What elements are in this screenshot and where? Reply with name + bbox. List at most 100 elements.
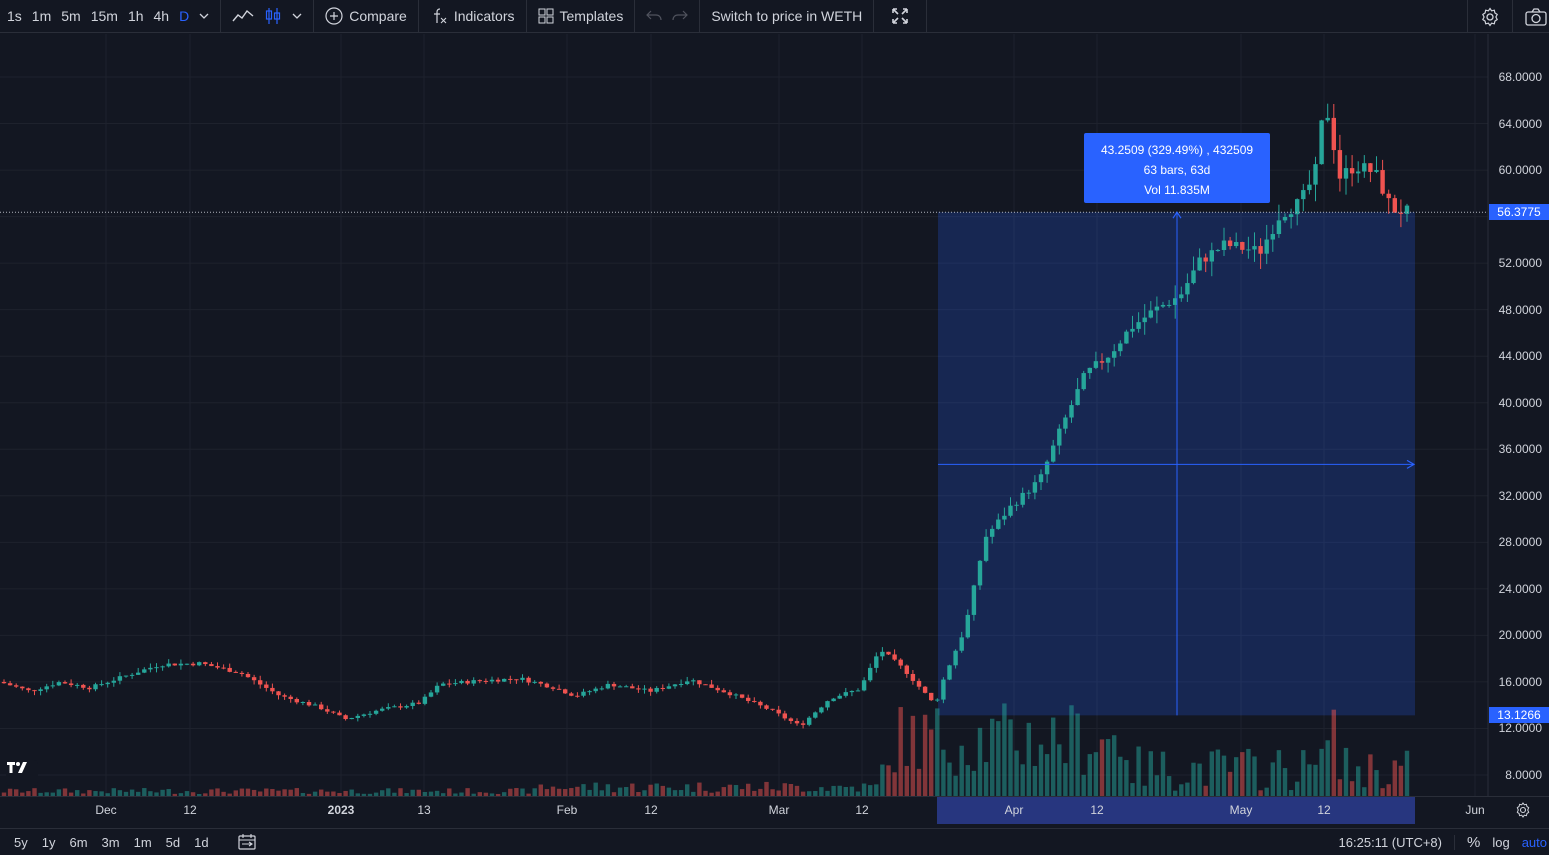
volume-bar — [117, 790, 123, 796]
range-6m[interactable]: 6m — [69, 834, 88, 850]
candle-body — [502, 678, 507, 682]
volume-bar — [721, 787, 726, 796]
candle-body — [197, 662, 202, 666]
interval-1m[interactable]: 1m — [31, 8, 52, 24]
range-1m[interactable]: 1m — [133, 834, 152, 850]
candle-body — [593, 688, 598, 692]
candle-body — [721, 690, 726, 693]
templates-button[interactable]: Templates — [533, 0, 629, 32]
candle-body — [624, 686, 629, 688]
volume-bar — [404, 793, 409, 796]
candle-body — [26, 688, 31, 691]
candle-body — [245, 673, 251, 678]
candle-body — [282, 695, 287, 697]
volume-bar — [294, 788, 299, 796]
volume-bar — [93, 791, 98, 796]
volume-bar — [1179, 784, 1184, 796]
volume-bar — [1099, 739, 1105, 796]
candle-body — [1087, 367, 1092, 374]
tradingview-logo[interactable] — [6, 760, 38, 786]
range-1d[interactable]: 1d — [194, 834, 209, 850]
percent-toggle[interactable]: % — [1466, 834, 1481, 851]
volume-bar — [660, 785, 665, 796]
chart-canvas[interactable] — [0, 34, 1549, 796]
settings-gear-icon[interactable] — [1467, 0, 1512, 33]
volume-bar — [837, 785, 842, 796]
candle-body — [544, 683, 550, 688]
interval-1s[interactable]: 1s — [7, 8, 22, 24]
volume-bar — [587, 789, 592, 796]
candle-body — [416, 702, 421, 704]
candle-body — [1392, 198, 1397, 213]
candle-body — [1404, 205, 1410, 214]
price-axis-tick: 36.0000 — [1498, 442, 1542, 457]
candle-body — [1270, 234, 1275, 240]
volume-bar — [1234, 757, 1239, 796]
camera-icon[interactable] — [1512, 0, 1549, 33]
volume-bar — [312, 791, 318, 796]
auto-toggle[interactable]: auto — [1521, 835, 1547, 850]
volume-bar — [386, 788, 391, 796]
volume-bar — [1380, 788, 1385, 796]
candle-body — [477, 680, 482, 682]
candle-body — [1380, 170, 1385, 194]
interval-5m[interactable]: 5m — [61, 8, 81, 24]
volume-bar — [410, 789, 415, 796]
candle-body — [514, 679, 519, 681]
interval-group: 1s 1m 5m 15m 1h 4h D — [0, 0, 222, 32]
range-5y[interactable]: 5y — [14, 834, 28, 850]
volume-bar — [1221, 755, 1227, 796]
date-range-calendar-icon[interactable] — [237, 834, 256, 850]
volume-bar — [1118, 756, 1123, 796]
axis-settings-gear-icon[interactable] — [1515, 802, 1531, 821]
candle-body — [373, 710, 379, 714]
volume-bar — [56, 789, 62, 796]
range-1y[interactable]: 1y — [41, 834, 56, 850]
candle-body — [1234, 242, 1239, 247]
redo-icon[interactable] — [667, 0, 693, 32]
clock-readout[interactable]: 16:25:11 (UTC+8) — [1333, 835, 1455, 850]
price-chart[interactable]: 43.2509 (329.49%) , 432509 63 bars, 63d … — [0, 34, 1549, 796]
interval-15m[interactable]: 15m — [90, 8, 118, 24]
range-5d[interactable]: 5d — [165, 834, 181, 850]
switch-price-group: Switch to price in WETH — [700, 0, 875, 32]
candle-body — [727, 692, 733, 696]
volume-bar — [758, 788, 763, 796]
fullscreen-icon[interactable] — [886, 0, 914, 32]
candle-body — [1173, 298, 1178, 305]
volume-bar — [172, 793, 177, 796]
candle-body — [1356, 171, 1361, 174]
interval-4h[interactable]: 4h — [153, 8, 170, 24]
interval-1h[interactable]: 1h — [127, 8, 144, 24]
interval-d[interactable]: D — [179, 8, 190, 24]
candle-body — [1313, 164, 1318, 185]
switch-price-button[interactable]: Switch to price in WETH — [711, 8, 863, 24]
time-label-jan-13: 13 — [417, 803, 431, 817]
candle-body — [983, 536, 989, 561]
candle-body — [1160, 304, 1166, 307]
volume-bar — [1209, 751, 1214, 796]
volume-bar — [380, 790, 385, 796]
time-axis[interactable]: Dec 12 2023 13 Feb 12 Mar 12 Apr 12 May … — [0, 796, 1549, 824]
volume-bar — [1246, 748, 1251, 796]
chart-type-chevron-icon[interactable] — [287, 0, 307, 32]
time-label-2023: 2023 — [327, 803, 355, 817]
candle-body — [1276, 220, 1282, 235]
measure-arrow-up — [1172, 211, 1182, 219]
candles-chart-icon[interactable] — [259, 0, 287, 32]
time-label-dec-12: 12 — [183, 803, 197, 817]
range-3m[interactable]: 3m — [101, 834, 120, 850]
indicators-button[interactable]: Indicators — [425, 0, 520, 32]
candle-body — [947, 665, 952, 680]
interval-dropdown-chevron-icon[interactable] — [194, 0, 214, 32]
volume-bar — [764, 781, 769, 796]
time-label-apr: Apr — [1004, 803, 1024, 817]
candle-body — [276, 691, 281, 696]
undo-icon[interactable] — [641, 0, 667, 32]
candle-body — [428, 692, 434, 697]
volume-bar — [1356, 766, 1361, 796]
volume-bar — [441, 793, 446, 796]
log-toggle[interactable]: log — [1492, 835, 1510, 850]
line-chart-icon[interactable] — [227, 0, 259, 32]
compare-button[interactable]: Compare — [320, 0, 412, 32]
